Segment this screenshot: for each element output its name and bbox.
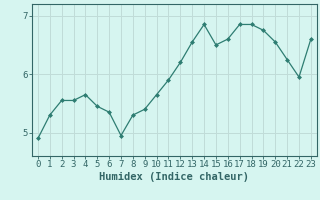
X-axis label: Humidex (Indice chaleur): Humidex (Indice chaleur) <box>100 172 249 182</box>
